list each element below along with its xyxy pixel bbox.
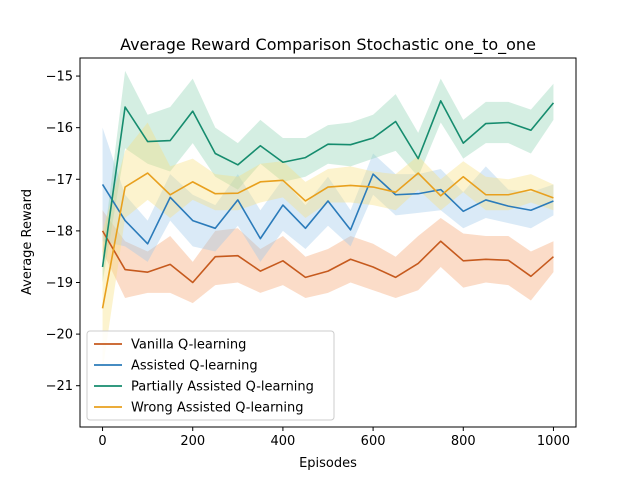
y-tick-label: −20 — [46, 328, 73, 343]
wrong-assisted-q-learning-legend-label: Wrong Assisted Q-learning — [131, 401, 304, 416]
wrong-assisted-q-learning-band — [102, 122, 554, 371]
wrong-assisted-q-learning-line — [101, 172, 554, 309]
confidence-bands — [102, 70, 554, 371]
partially-assisted-q-learning-legend-label: Partially Assisted Q-learning — [131, 380, 314, 395]
assisted-q-learning-line — [101, 173, 554, 245]
x-axis-label: Episodes — [299, 456, 357, 471]
x-tick-label: 600 — [361, 434, 386, 449]
vanilla-q-learning-legend-label: Vanilla Q-learning — [131, 338, 246, 353]
x-tick-label: 800 — [451, 434, 476, 449]
y-tick-label: −18 — [46, 224, 73, 239]
y-axis-ticks: −21 −20 −19 −18 −17 −16 −15 — [46, 70, 80, 394]
legend: Vanilla Q-learning Assisted Q-learning Par… — [86, 330, 335, 421]
chart-title: Average Reward Comparison Stochastic one… — [120, 35, 536, 55]
x-tick-label: 200 — [180, 434, 205, 449]
vanilla-q-learning-band — [102, 210, 554, 304]
partially-assisted-q-learning-line — [101, 100, 555, 268]
y-axis-label: Average Reward — [20, 189, 35, 295]
x-tick-label: 400 — [270, 434, 295, 449]
y-tick-label: −19 — [46, 276, 73, 291]
y-tick-label: −16 — [46, 121, 73, 136]
x-axis-ticks: 0 200 400 600 800 1000 — [98, 427, 570, 449]
x-tick-label: 1000 — [537, 434, 570, 449]
y-tick-label: −15 — [46, 70, 73, 85]
y-tick-label: −21 — [46, 379, 73, 394]
vanilla-q-learning-line — [101, 230, 554, 284]
plot-frame — [79, 57, 577, 428]
legend-box — [86, 330, 335, 421]
x-tick-label: 0 — [98, 434, 106, 449]
assisted-q-learning-legend-label: Assisted Q-learning — [131, 359, 258, 374]
y-tick-label: −17 — [46, 173, 73, 188]
series-lines — [101, 100, 555, 309]
